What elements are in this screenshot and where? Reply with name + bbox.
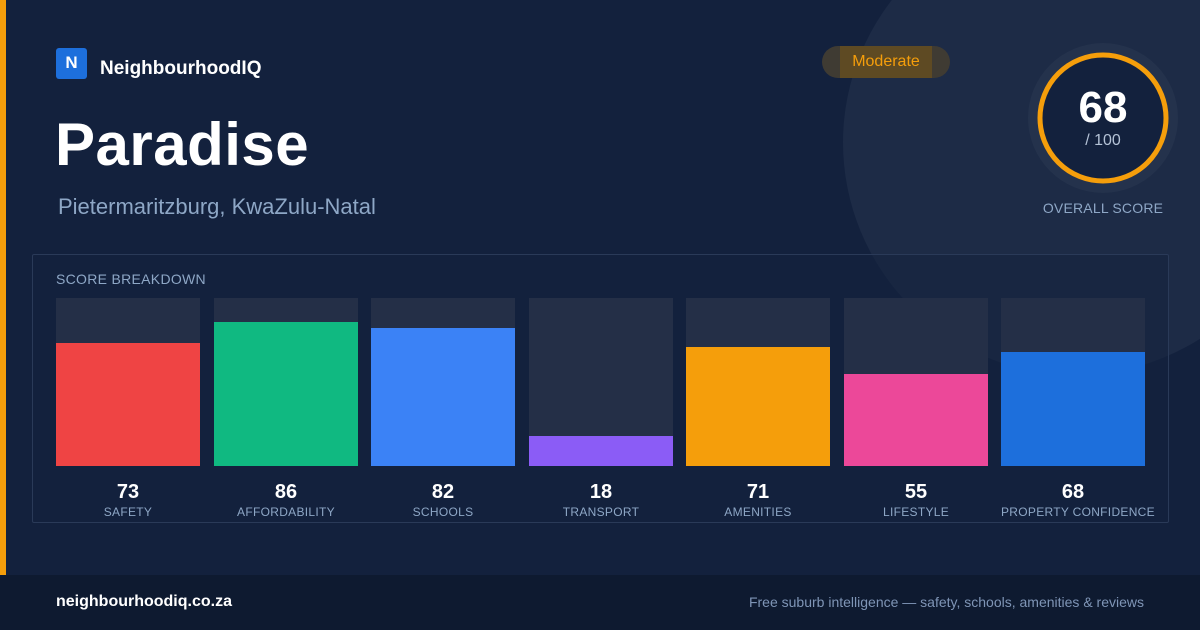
brand-logo-icon: N [56, 47, 87, 79]
score-ring-arc [1037, 52, 1169, 184]
bar-track [686, 298, 830, 466]
score-bar-safety: 73 SAFETY [56, 298, 200, 519]
brand[interactable]: N NeighbourhoodIQ [56, 46, 261, 80]
bar-track [1001, 298, 1145, 466]
overall-score-value: 68 [1078, 83, 1128, 132]
brand-name: NeighbourhoodIQ [100, 58, 262, 79]
bar-label: SCHOOLS [412, 505, 474, 519]
footer [0, 575, 1200, 630]
footer-url-link[interactable]: neighbourhoodiq.co.za [56, 593, 232, 610]
overall-score-max: / 100 [1085, 132, 1121, 149]
bar-value: 82 [431, 481, 455, 503]
overall-score-caption: OVERALL SCORE [1042, 200, 1164, 216]
bar-label: AMENITIES [724, 505, 792, 519]
bar-label: SAFETY [103, 505, 153, 519]
bar-label: TRANSPORT [562, 505, 640, 519]
bar-value: 68 [1061, 481, 1085, 503]
bar-value: 18 [589, 481, 613, 503]
score-bar-schools: 82 SCHOOLS [371, 298, 515, 519]
bar-fill [56, 343, 200, 466]
suburb-location: Pietermaritzburg, KwaZulu-Natal [58, 194, 376, 219]
bar-fill [214, 322, 358, 466]
score-bar-amenities: 71 AMENITIES [686, 298, 830, 519]
suburb-title: Paradise [55, 111, 310, 178]
bar-fill [529, 436, 673, 466]
bar-track [56, 298, 200, 466]
bar-value: 86 [274, 481, 298, 503]
bar-value: 73 [116, 481, 140, 503]
bar-label: LIFESTYLE [882, 505, 950, 519]
score-breakdown-title: SCORE BREAKDOWN [56, 271, 206, 287]
rating-badge-label: Moderate [852, 53, 920, 70]
bar-label: AFFORDABILITY [237, 505, 335, 519]
bar-value: 55 [904, 481, 928, 503]
bar-value: 71 [746, 481, 770, 503]
bar-label: PROPERTY CONFIDENCE [1001, 505, 1155, 519]
bar-fill [844, 374, 988, 466]
footer-tagline: Free suburb intelligence — safety, schoo… [748, 594, 1144, 610]
badge-highlight [840, 46, 932, 78]
bar-track [529, 298, 673, 466]
score-bar-property-confidence: 68 PROPERTY CONFIDENCE [1001, 298, 1155, 519]
rating-badge: Moderate [822, 46, 950, 78]
score-bar-transport: 18 TRANSPORT [529, 298, 673, 519]
bar-track [214, 298, 358, 466]
bar-fill [1001, 352, 1145, 466]
score-bar-affordability: 86 AFFORDABILITY [214, 298, 358, 519]
bar-fill [686, 347, 830, 466]
score-ring-track [1040, 55, 1166, 181]
bar-fill [371, 328, 515, 466]
bar-track [844, 298, 988, 466]
accent-bar [0, 0, 6, 575]
overall-score-ring [1028, 43, 1178, 193]
score-bar-lifestyle: 55 LIFESTYLE [844, 298, 988, 519]
bar-track [371, 298, 515, 466]
